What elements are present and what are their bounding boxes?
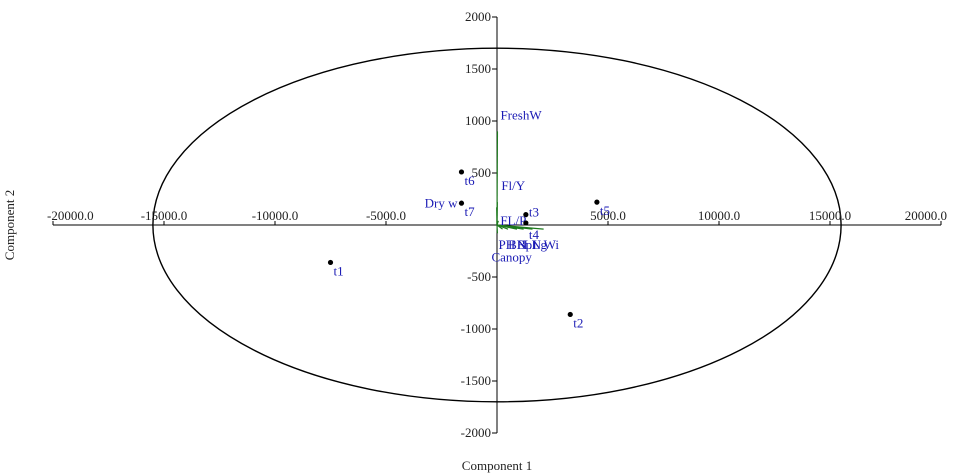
variable-vectors-layer: [496, 131, 544, 234]
observation-point: [327, 259, 334, 266]
variable-label: Fl/Y: [501, 178, 525, 193]
x-tick-label: 10000.0: [698, 208, 740, 223]
variable-label: PH: [499, 237, 516, 252]
x-tick-label: -15000.0: [141, 208, 188, 223]
variable-label: Canopy: [491, 249, 532, 264]
observation-point: [594, 199, 600, 205]
x-tick-label: 15000.0: [809, 208, 851, 223]
observation-point: [458, 169, 465, 175]
variable-label: LN: [524, 237, 542, 252]
y-tick-label: 2000: [465, 9, 491, 24]
y-tick-label: 1000: [465, 113, 491, 128]
observation-label: t5: [600, 203, 610, 218]
y-tick-label: -1500: [461, 373, 491, 388]
variable-label: FreshW: [500, 107, 542, 122]
y-tick-label: -1000: [461, 321, 491, 336]
variable-label: Dry w: [425, 195, 458, 210]
x-axis-title: Component 1: [462, 458, 532, 473]
observation-label: t3: [529, 205, 539, 220]
variable-label: FL/P: [500, 213, 526, 228]
x-tick-label: -5000.0: [366, 208, 406, 223]
y-tick-label: 1500: [465, 61, 491, 76]
observation-label: t6: [464, 173, 475, 188]
x-tick-label: -10000.0: [252, 208, 299, 223]
observation-label: t7: [464, 204, 475, 219]
observation-point: [523, 212, 529, 218]
x-tick-label: 5000.0: [590, 208, 626, 223]
y-tick-label: -2000: [461, 425, 491, 440]
y-axis-title: Component 2: [2, 190, 17, 260]
variable-label: Wi: [544, 237, 560, 252]
observation-label: t1: [334, 263, 344, 278]
x-tick-label: 20000.0: [905, 208, 947, 223]
observation-point: [458, 200, 465, 206]
variable-vector: [496, 220, 499, 226]
observation-point: [523, 220, 529, 226]
variable-label: Lg: [533, 237, 548, 252]
observation-points-layer: [327, 169, 600, 318]
variable-vector: [496, 224, 544, 230]
x-tick-label: -20000.0: [47, 208, 94, 223]
observation-label: t4: [529, 227, 540, 242]
y-tick-label: -500: [467, 269, 491, 284]
observation-label: t2: [573, 315, 583, 330]
axes-layer: -20000.0 -15000.0 -10000.0 -5000.0 5000.0 100…: [47, 9, 947, 440]
y-tick-label: 500: [472, 165, 492, 180]
variable-label: BN: [508, 237, 527, 252]
variable-label: Bpl: [517, 237, 536, 252]
observation-point: [567, 311, 573, 318]
